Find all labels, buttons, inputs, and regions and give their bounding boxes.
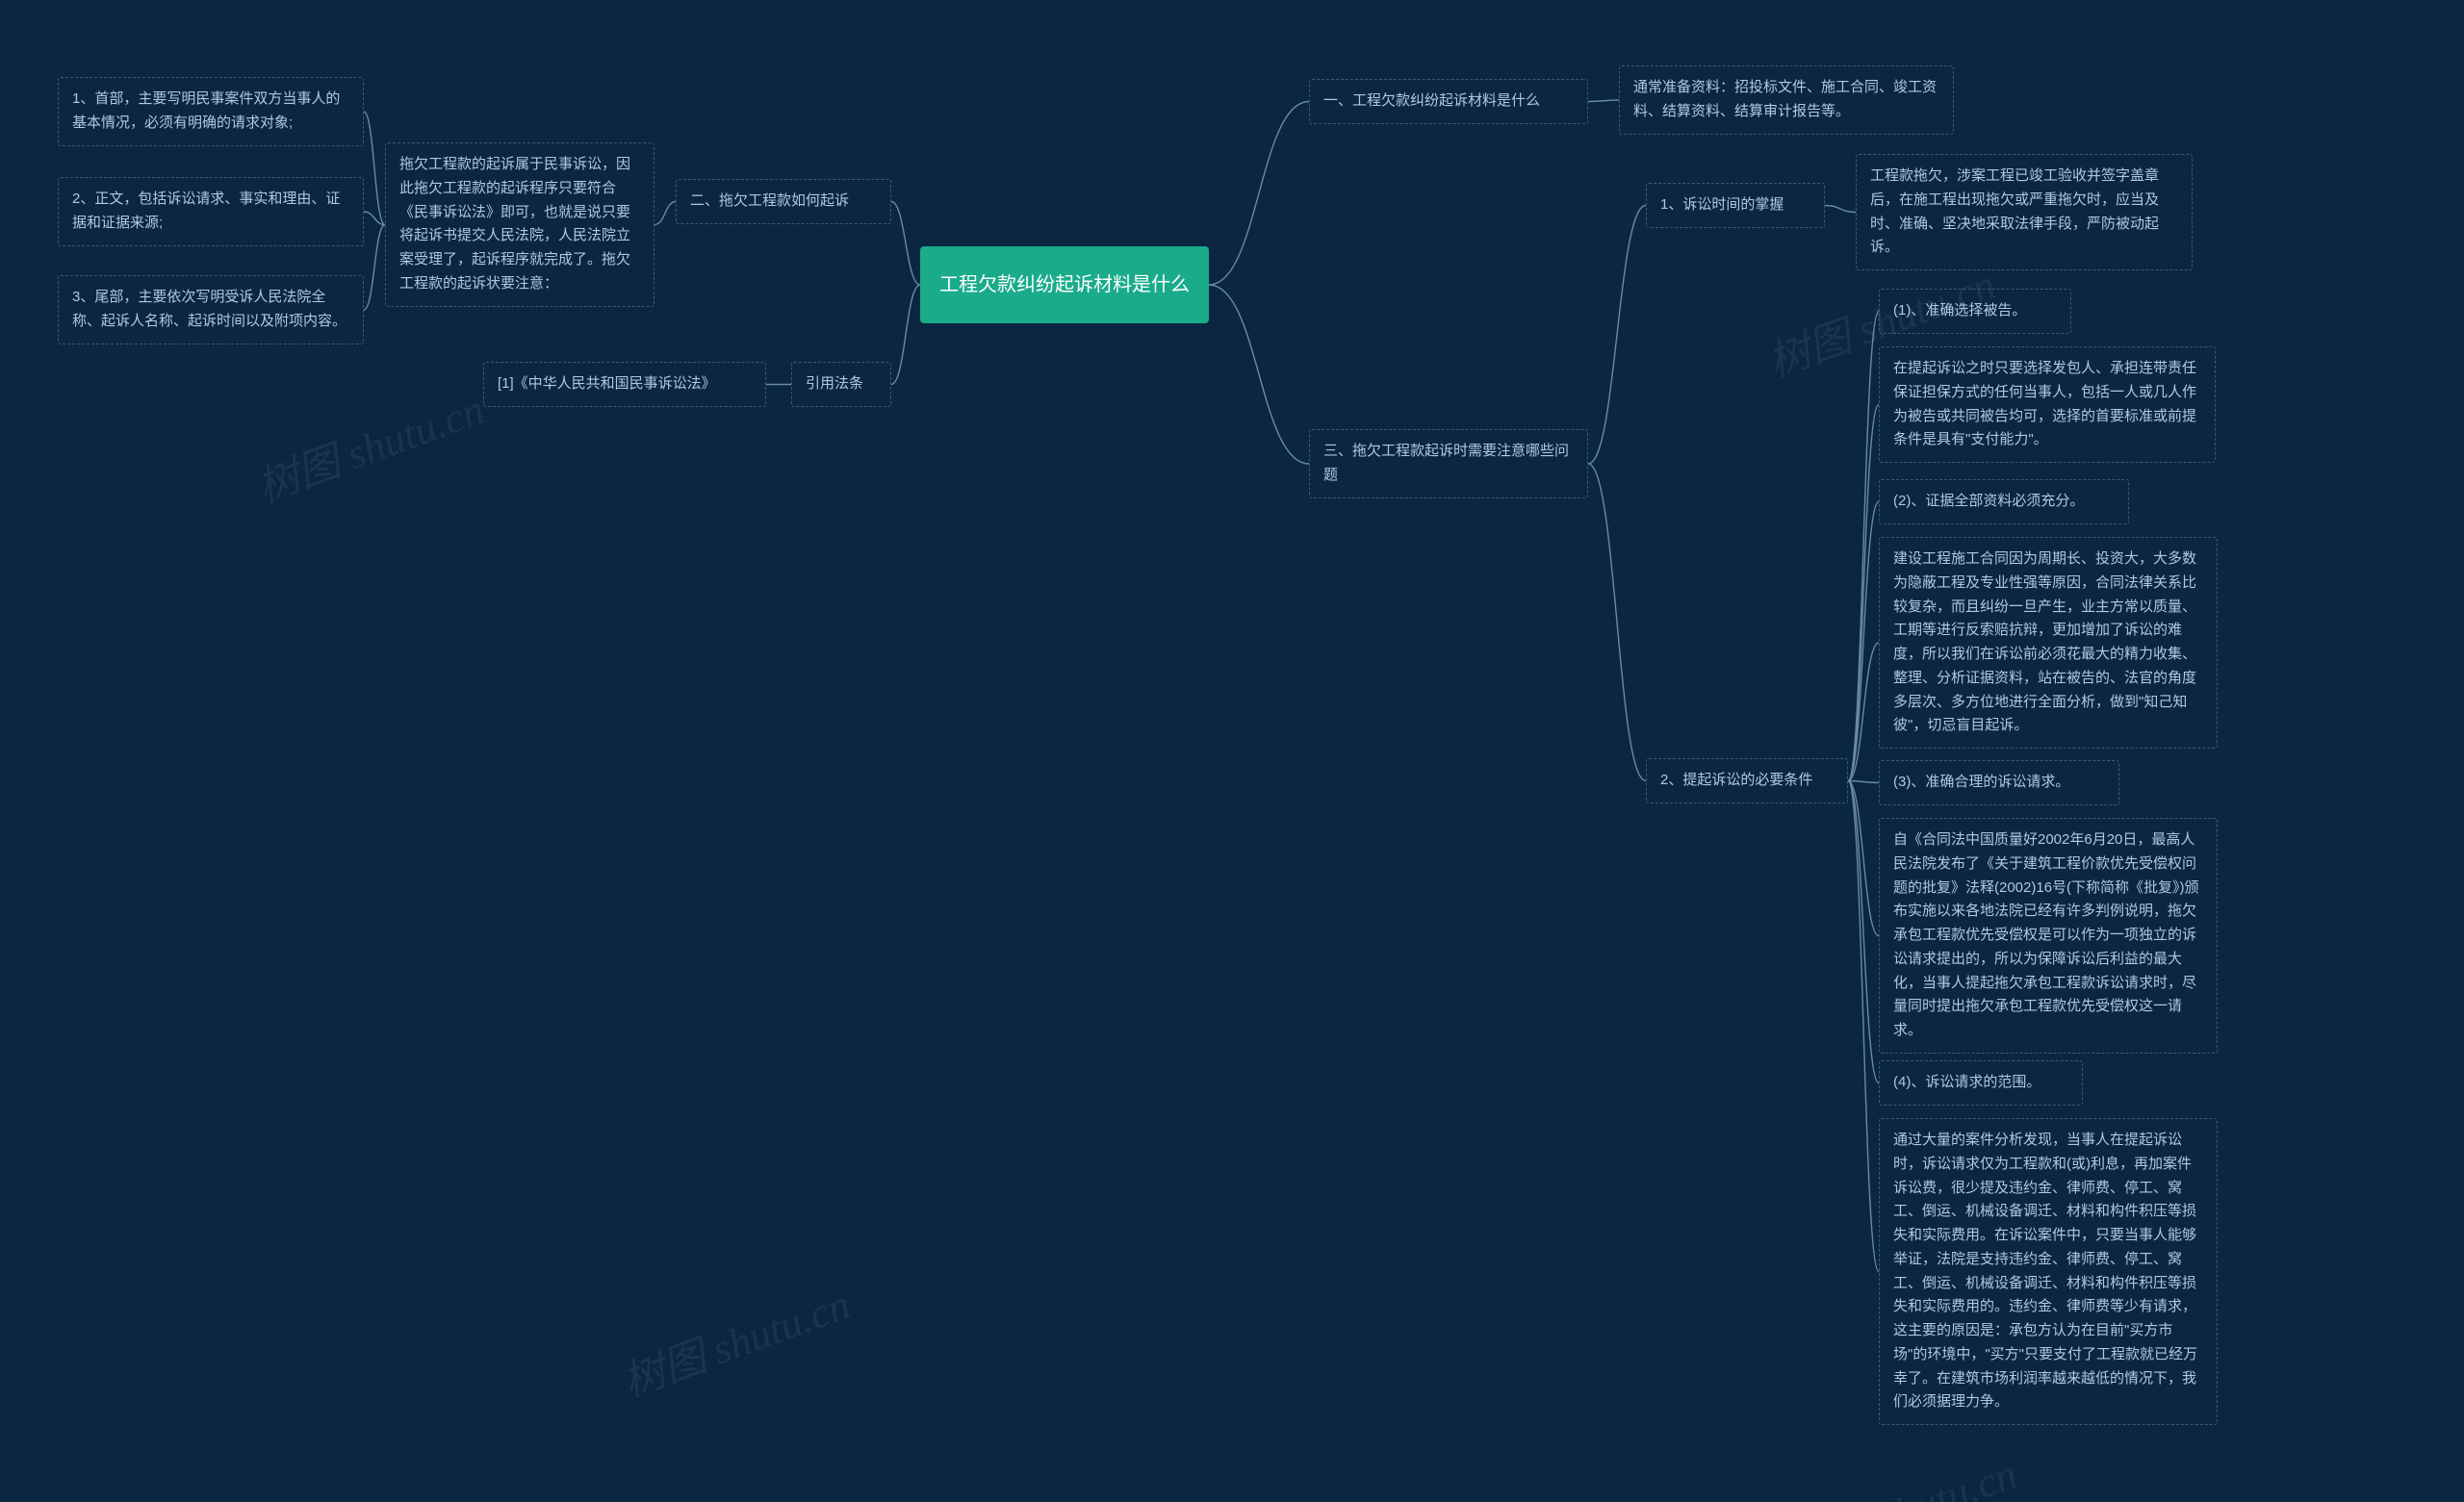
leaf-cond-1-title: (1)、准确选择被告。: [1879, 289, 2071, 334]
mindmap-canvas: 树图 shutu.cn 树图 shutu.cn 树图 shutu.cn shut…: [0, 0, 2464, 1502]
leaf-cond-2-body: 建设工程施工合同因为周期长、投资大，大多数为隐蔽工程及专业性强等原因，合同法律关…: [1879, 537, 2218, 749]
leaf-cond-4-title: (4)、诉讼请求的范围。: [1879, 1060, 2083, 1106]
watermark: shutu.cn: [1873, 1449, 2023, 1502]
subbranch-conditions[interactable]: 2、提起诉讼的必要条件: [1646, 758, 1848, 803]
leaf-legal-citation: [1]《中华人民共和国民事诉讼法》: [483, 362, 766, 407]
leaf-cond-4-body: 通过大量的案件分析发现，当事人在提起诉讼时，诉讼请求仅为工程款和(或)利息，再加…: [1879, 1118, 2218, 1425]
leaf-how-to-sue-body: 拖欠工程款的起诉属于民事诉讼，因此拖欠工程款的起诉程序只要符合《民事诉讼法》即可…: [385, 142, 654, 307]
leaf-cond-3-title: (3)、准确合理的诉讼请求。: [1879, 760, 2119, 805]
leaf-cond-1-body: 在提起诉讼之时只要选择发包人、承担连带责任保证担保方式的任何当事人，包括一人或几…: [1879, 346, 2216, 463]
leaf-timing-detail: 工程款拖欠，涉案工程已竣工验收并签字盖章后，在施工程出现拖欠或严重拖欠时，应当及…: [1856, 154, 2193, 270]
subbranch-timing[interactable]: 1、诉讼时间的掌握: [1646, 183, 1825, 228]
leaf-complaint-part2: 2、正文，包括诉讼请求、事实和理由、证据和证据来源;: [58, 177, 364, 246]
leaf-complaint-part1: 1、首部，主要写明民事案件双方当事人的基本情况，必须有明确的请求对象;: [58, 77, 364, 146]
leaf-cond-3-body: 自《合同法中国质量好2002年6月20日，最高人民法院发布了《关于建筑工程价款优…: [1879, 818, 2218, 1054]
branch-attention-issues[interactable]: 三、拖欠工程款起诉时需要注意哪些问题: [1309, 429, 1588, 498]
leaf-complaint-part3: 3、尾部，主要依次写明受诉人民法院全称、起诉人名称、起诉时间以及附项内容。: [58, 275, 364, 344]
branch-how-to-sue[interactable]: 二、拖欠工程款如何起诉: [676, 179, 891, 224]
branch-materials[interactable]: 一、工程欠款纠纷起诉材料是什么: [1309, 79, 1588, 124]
center-topic[interactable]: 工程欠款纠纷起诉材料是什么: [920, 246, 1209, 323]
watermark: 树图 shutu.cn: [613, 1270, 858, 1410]
leaf-cond-2-title: (2)、证据全部资料必须充分。: [1879, 479, 2129, 524]
branch-legal-reference[interactable]: 引用法条: [791, 362, 891, 407]
watermark: 树图 shutu.cn: [247, 375, 492, 515]
leaf-materials-list: 通常准备资料：招投标文件、施工合同、竣工资料、结算资料、结算审计报告等。: [1619, 65, 1954, 135]
